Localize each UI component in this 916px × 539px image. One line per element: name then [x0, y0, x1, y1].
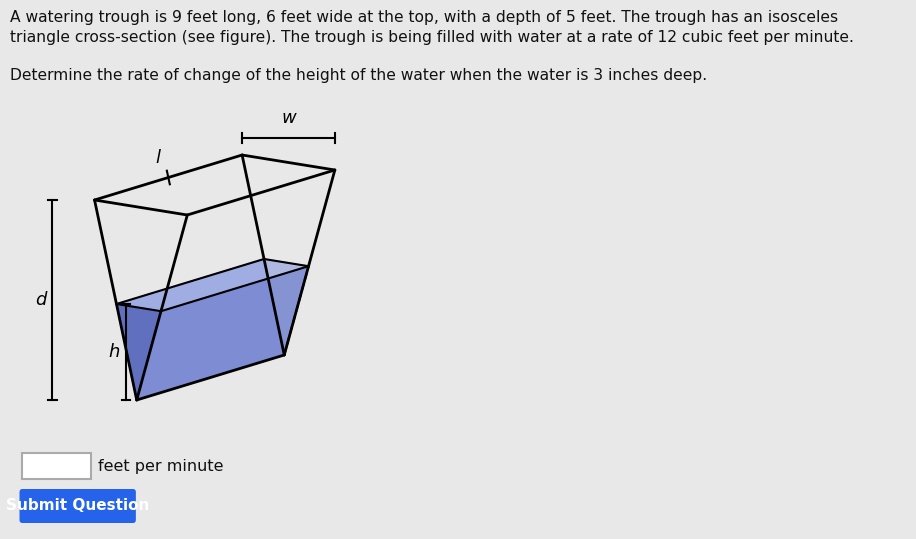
FancyBboxPatch shape	[19, 489, 136, 523]
Text: A watering trough is 9 feet long, 6 feet wide at the top, with a depth of 5 feet: A watering trough is 9 feet long, 6 feet…	[10, 10, 838, 25]
Text: Determine the rate of change of the height of the water when the water is 3 inch: Determine the rate of change of the heig…	[10, 68, 707, 83]
Polygon shape	[116, 259, 309, 311]
Text: d: d	[35, 291, 47, 309]
Text: w: w	[281, 109, 296, 127]
Polygon shape	[116, 304, 161, 400]
Polygon shape	[116, 259, 284, 400]
Text: l: l	[155, 149, 160, 167]
Text: triangle cross-section (see figure). The trough is being filled with water at a : triangle cross-section (see figure). The…	[10, 30, 854, 45]
Polygon shape	[136, 266, 309, 400]
FancyBboxPatch shape	[22, 453, 92, 479]
Text: h: h	[108, 343, 120, 361]
Text: Submit Question: Submit Question	[6, 499, 149, 514]
Text: feet per minute: feet per minute	[98, 459, 224, 473]
